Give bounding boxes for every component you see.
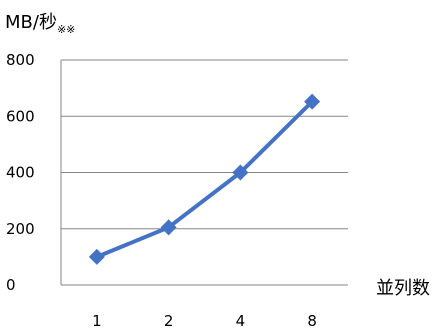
y-tick-label: 0: [6, 276, 16, 294]
x-tick-label: 8: [307, 312, 317, 329]
y-axis-label-main: MB/秒: [5, 12, 57, 33]
x-axis-label: 並列数: [376, 278, 430, 299]
x-tick-labels: 1 2 4 8: [92, 312, 317, 329]
data-point-marker: [160, 219, 177, 236]
data-point-marker: [88, 248, 105, 265]
y-tick-label: 800: [6, 51, 35, 69]
x-tick-label: 2: [164, 312, 174, 329]
y-axis-label: MB/秒※※: [5, 12, 75, 36]
x-tick-label: 1: [92, 312, 102, 329]
series-layer: [88, 93, 321, 265]
y-tick-label: 200: [6, 220, 35, 238]
gridlines: [61, 59, 348, 230]
y-tick-label: 400: [6, 164, 35, 182]
y-tick-labels: 0 200 400 600 800: [6, 51, 35, 294]
data-point-marker: [304, 93, 321, 110]
axes: [60, 60, 348, 286]
y-tick-label: 600: [6, 107, 35, 125]
series-line: [94, 99, 315, 259]
x-tick-label: 4: [236, 312, 246, 329]
data-point-marker: [232, 164, 249, 181]
y-axis-label-suffix: ※※: [57, 23, 75, 36]
